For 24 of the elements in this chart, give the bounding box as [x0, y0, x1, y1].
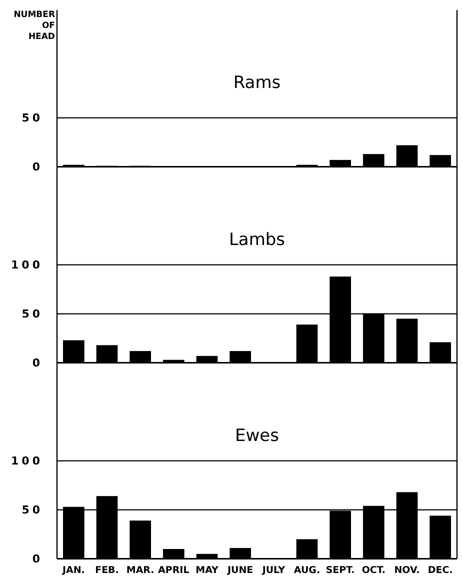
x-tick-label: DEC. — [428, 564, 453, 576]
x-tick-label: OCT. — [362, 564, 386, 576]
x-tick-label: JULY — [261, 564, 286, 576]
y-tick-label: 100 — [11, 258, 43, 272]
x-tick-label: MAR. — [126, 564, 154, 576]
x-tick-label: JUNE — [226, 564, 254, 576]
x-tick-label: JAN. — [61, 564, 85, 576]
x-tick-label: AUG. — [294, 564, 320, 576]
y-tick-label: 0 — [32, 160, 43, 174]
y-tick-label: 50 — [22, 308, 43, 321]
y-tick-label: 50 — [22, 112, 43, 125]
text: Ewes — [235, 426, 280, 446]
x-tick-label: FEB. — [95, 564, 119, 576]
y-tick-label: 0 — [32, 356, 43, 370]
text: Lambs — [228, 230, 286, 250]
x-tick-label: SEPT. — [326, 564, 355, 576]
text: Rams — [233, 73, 281, 93]
x-tick-label: APRIL — [158, 564, 190, 576]
y-tick-label: 100 — [11, 454, 43, 468]
x-tick-label: MAY — [196, 564, 219, 576]
y-tick-label: 50 — [22, 504, 43, 517]
y-axis-title: NUMBER OF HEAD — [14, 10, 56, 42]
y-tick-label: 0 — [32, 552, 43, 566]
x-tick-label: NOV. — [394, 564, 420, 576]
